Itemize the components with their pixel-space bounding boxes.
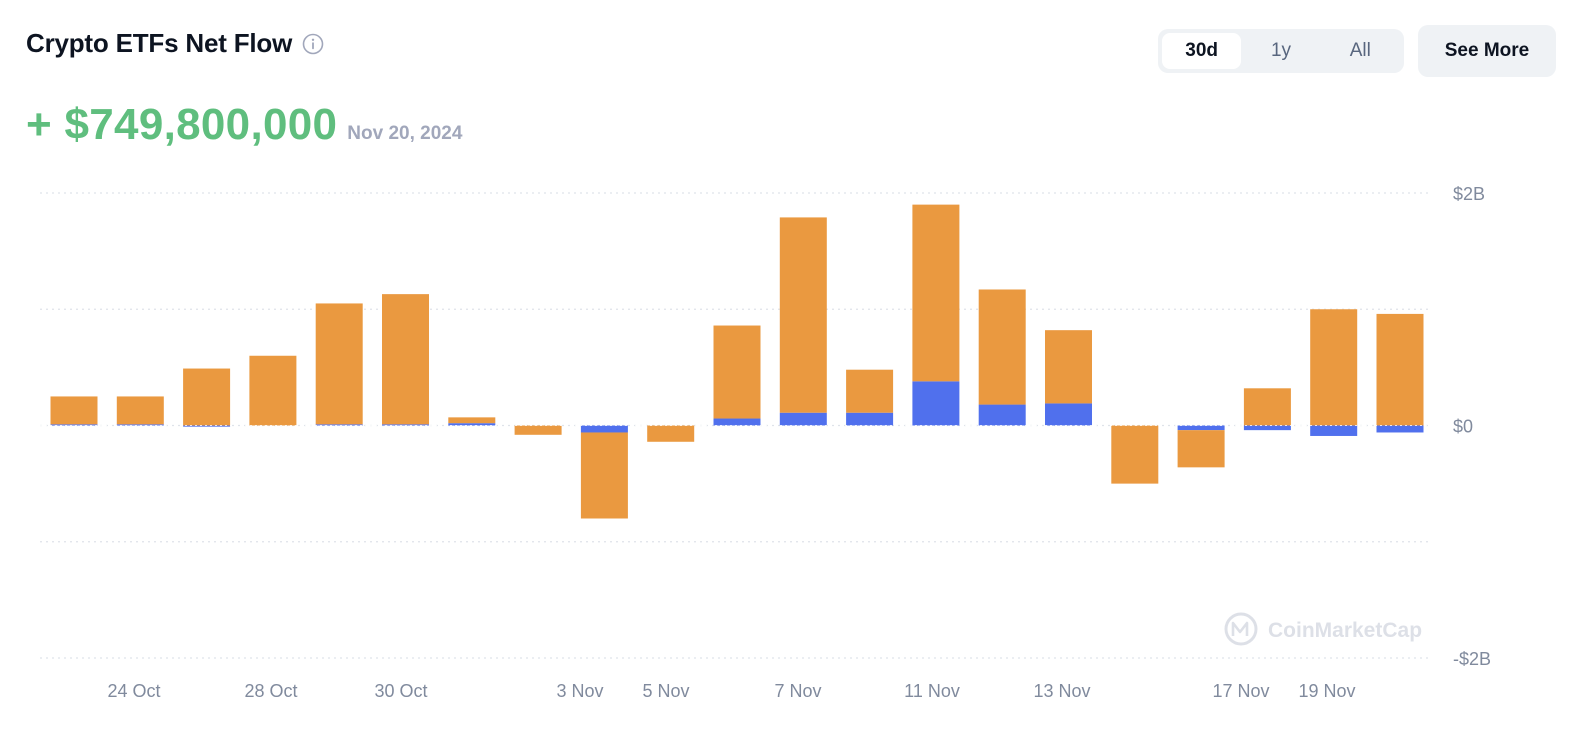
watermark-text: CoinMarketCap [1268,619,1422,642]
bar-segment-a-4-nov [647,425,695,442]
bar-segment-a-24-oct [183,368,231,426]
bar-segment-b-7-nov [846,412,894,426]
bar-segment-b-11-nov [978,404,1026,426]
see-more-button[interactable]: See More [1418,25,1556,77]
coinmarketcap-logo-icon [1224,612,1258,646]
x-tick-label: 13 Nov [1033,681,1090,701]
x-axis-labels: 24 Oct 28 Oct 30 Oct 3 Nov 5 Nov 7 Nov 11 Nov 1… [107,681,1355,701]
bar-segment-b-15-nov [1243,425,1291,431]
range-1y-button[interactable]: 1y [1270,40,1292,61]
chart-header: Crypto ETFs Net Flow [26,28,324,59]
bar-segment-a-11-nov [978,289,1026,405]
bar-segment-a-13-nov [1111,425,1159,484]
watermark: CoinMarketCap [1224,612,1422,646]
bar-segment-a-29-oct [382,294,429,425]
x-tick-label: 19 Nov [1298,681,1355,701]
bar-segment-a-18-nov [1310,309,1358,426]
bar-segment-b-18-nov [1310,425,1358,436]
bar-segment-a-1-nov [580,432,628,519]
summary: + $749,800,000 Nov 20, 2024 [26,100,462,150]
bar-segment-b-5-nov [713,418,761,426]
bar-segment-b-24-oct [183,425,231,427]
x-tick-label: 24 Oct [107,681,160,701]
bars [50,204,1424,519]
y-tick-label: -$2B [1453,649,1491,669]
bar-segment-b-28-oct [315,424,363,426]
info-icon[interactable] [302,33,324,55]
y-axis-labels: $2B $0 -$2B [1453,184,1491,669]
x-tick-label: 5 Nov [642,681,689,701]
chart-controls: 30d 1y All See More [1158,25,1556,77]
bar-segment-a-28-oct [315,303,363,425]
y-tick-label: $0 [1453,417,1473,437]
bar-segment-b-14-nov [1177,425,1225,431]
bar-segment-b-12-nov [1045,403,1092,426]
net-flow-value: + $749,800,000 [26,100,338,149]
bar-segment-b-29-oct [382,424,429,426]
bar-segment-b-23-oct [116,424,164,426]
chart-title: Crypto ETFs Net Flow [26,28,293,58]
bar-segment-b-22-oct [50,424,98,426]
bar-segment-a-15-nov [1243,388,1291,426]
range-all-button[interactable]: All [1349,40,1371,61]
net-flow-date: Nov 20, 2024 [347,123,463,144]
x-tick-label: 7 Nov [774,681,821,701]
bar-segment-a-23-oct [116,396,164,425]
bar-segment-a-19-nov [1376,313,1424,426]
range-30d-button[interactable]: 30d [1162,33,1242,69]
bar-segment-a-25-oct [249,355,297,426]
bar-segment-a-14-nov [1177,430,1225,468]
x-tick-label: 30 Oct [374,681,427,701]
bar-segment-b-30-oct [448,423,496,426]
bar-segment-a-5-nov [713,325,761,419]
bar-segment-a-22-oct [50,396,98,425]
logo-mark [1231,621,1249,636]
bar-segment-a-8-nov [912,204,960,382]
bar-segment-a-31-oct [514,425,562,435]
bar-segment-a-6-nov [779,217,827,413]
x-tick-label: 11 Nov [904,681,960,701]
x-tick-label: 17 Nov [1212,681,1269,701]
y-tick-label: $2B [1453,184,1485,204]
bar-segment-b-6-nov [779,412,827,426]
bar-segment-a-7-nov [846,369,894,413]
logo-ring [1224,612,1258,646]
bar-segment-b-19-nov [1376,425,1424,433]
bar-segment-b-1-nov [580,425,628,433]
bar-segment-b-8-nov [912,381,960,426]
x-tick-label: 28 Oct [244,681,297,701]
bar-segment-a-12-nov [1045,330,1092,404]
time-range-selector: 30d 1y All [1158,29,1404,73]
bar-segment-a-30-oct [448,417,496,424]
x-tick-label: 3 Nov [556,681,603,701]
